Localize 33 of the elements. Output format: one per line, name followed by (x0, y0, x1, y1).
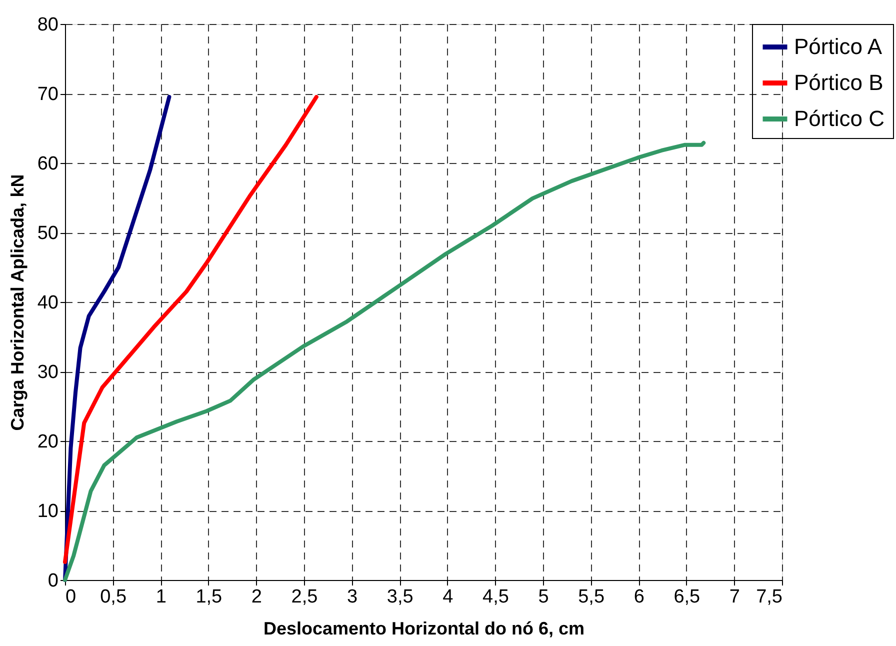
x-tick-label: 0,5 (100, 586, 127, 608)
x-tick-label: 1,5 (196, 586, 222, 608)
x-tick-label: 4 (442, 586, 454, 608)
x-tick-label: 3,5 (386, 586, 414, 608)
y-tick-label: 40 (37, 292, 58, 314)
y-tick-label: 10 (37, 501, 58, 522)
x-tick-label: 5,5 (578, 586, 605, 608)
y-tick-label: 20 (37, 432, 58, 452)
y-tick-label: 60 (37, 154, 58, 174)
line-series (63, 140, 706, 582)
x-tick-label: 0 (66, 586, 76, 608)
y-tick-label: 80 (37, 14, 58, 36)
x-tick-label: 4,5 (482, 586, 509, 608)
legend-label: Pórtico B (794, 70, 884, 95)
x-tick-label: 2,5 (291, 586, 318, 608)
x-tick-label: 6 (634, 586, 644, 608)
x-tick-label: 3 (347, 586, 358, 608)
line-series (63, 94, 172, 582)
legend-label: Pórtico A (794, 34, 882, 59)
x-tick-label: 7 (729, 586, 740, 608)
x-tick-label: 2 (251, 586, 262, 608)
line-series (63, 94, 318, 564)
y-tick-label: 30 (37, 362, 58, 383)
x-axis-title: Deslocamento Horizontal do nó 6, cm (263, 618, 585, 638)
y-tick-label: 0 (48, 570, 58, 592)
x-tick-label: 5 (538, 586, 549, 608)
x-tick-label: 1 (156, 586, 166, 608)
x-tick-label: 7,5 (756, 586, 782, 608)
y-axis-title: Carga Horizontal Aplicada, kN (7, 174, 28, 431)
legend-label: Pórtico C (794, 106, 885, 131)
y-tick-label: 70 (37, 84, 58, 105)
x-tick-label: 6,5 (674, 586, 700, 608)
y-tick-label: 50 (37, 223, 58, 244)
